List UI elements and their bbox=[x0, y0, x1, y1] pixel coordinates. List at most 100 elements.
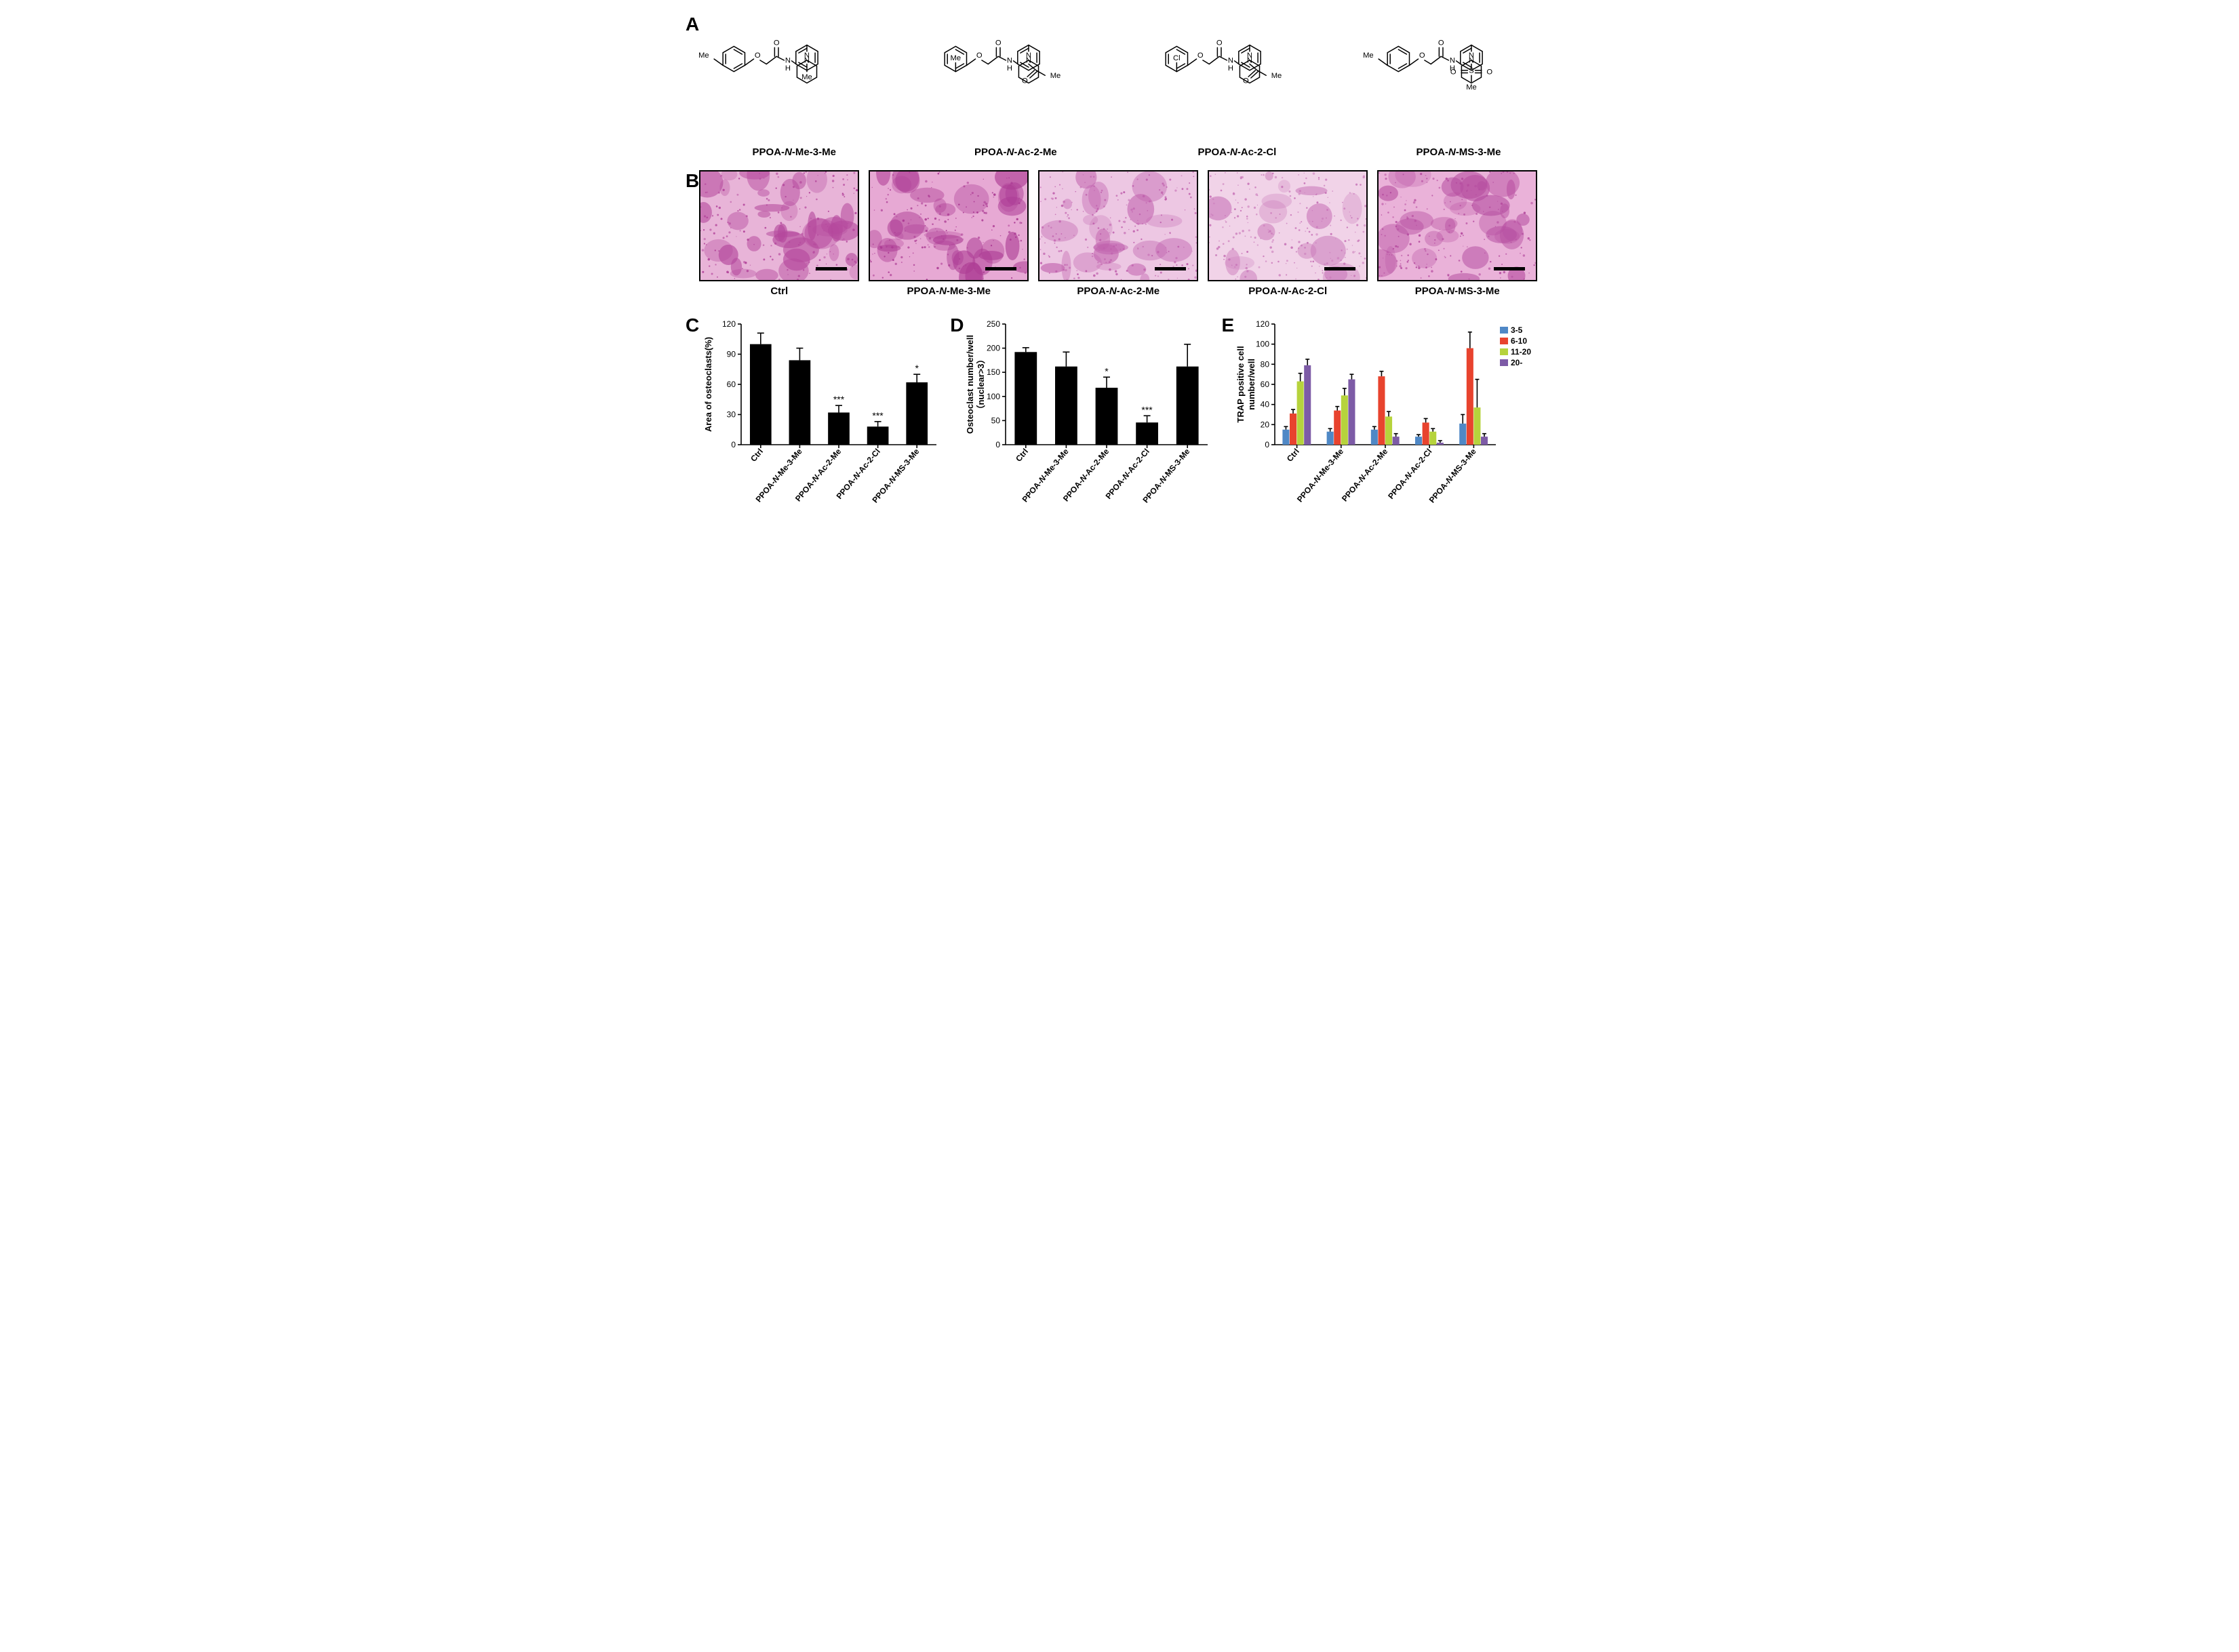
svg-text:80: 80 bbox=[1261, 359, 1270, 369]
svg-text:O: O bbox=[1197, 52, 1204, 60]
svg-text:100: 100 bbox=[987, 392, 1000, 401]
svg-text:N: N bbox=[1450, 57, 1455, 65]
scale-bar bbox=[1494, 267, 1525, 270]
chart-e: 020406080100120TRAP positive cellnumber/… bbox=[1234, 315, 1553, 538]
svg-text:Ctrl: Ctrl bbox=[1014, 447, 1031, 464]
svg-text:60: 60 bbox=[1261, 380, 1270, 389]
compound-3: MeOONHNNSOOMePPOA-N-MS-3-Me bbox=[1364, 14, 1553, 158]
svg-text:Cl: Cl bbox=[1173, 54, 1181, 62]
micrograph-2: PPOA-N-Ac-2-Me bbox=[1038, 170, 1198, 297]
svg-text:O: O bbox=[1438, 39, 1444, 47]
svg-text:PPOA-N-Me-3-Me: PPOA-N-Me-3-Me bbox=[1295, 447, 1345, 504]
scale-bar bbox=[985, 267, 1016, 270]
micrograph-label: Ctrl bbox=[770, 285, 788, 297]
svg-text:***: *** bbox=[873, 410, 884, 421]
compound-0: MeOONHNNMePPOA-N-Me-3-Me bbox=[699, 14, 889, 158]
svg-text:100: 100 bbox=[1256, 340, 1269, 349]
scale-bar bbox=[816, 267, 847, 270]
micrograph-3: PPOA-N-Ac-2-Cl bbox=[1208, 170, 1368, 297]
compound-2: ClOONHNNOMePPOA-N-Ac-2-Cl bbox=[1142, 14, 1332, 158]
panel-e: E 020406080100120TRAP positive cellnumbe… bbox=[1221, 315, 1553, 538]
micrograph-0: Ctrl bbox=[699, 170, 859, 297]
micrograph-image bbox=[1377, 170, 1537, 281]
panel-b-label: B bbox=[686, 170, 699, 192]
micrograph-image bbox=[869, 170, 1029, 281]
svg-text:Me: Me bbox=[950, 54, 961, 62]
micrograph-label: PPOA-N-Ac-2-Me bbox=[1077, 285, 1160, 297]
svg-text:O: O bbox=[1243, 77, 1249, 85]
svg-text:O: O bbox=[774, 39, 780, 47]
bottom-row: C 0306090120Area of osteoclasts(%)CtrlPP… bbox=[686, 315, 1553, 538]
micrograph-1: PPOA-N-Me-3-Me bbox=[869, 170, 1029, 297]
svg-text:Ctrl: Ctrl bbox=[749, 447, 765, 464]
chart-d: 050100150200250Osteoclast number/well（nu… bbox=[964, 315, 1214, 538]
svg-text:Osteoclast number/well: Osteoclast number/well bbox=[965, 335, 975, 434]
micrograph-image bbox=[1208, 170, 1368, 281]
svg-text:PPOA-N-Ac-2-Cl: PPOA-N-Ac-2-Cl bbox=[1386, 447, 1433, 501]
micrograph-label: PPOA-N-MS-3-Me bbox=[1415, 285, 1500, 297]
svg-text:Ctrl: Ctrl bbox=[1285, 447, 1301, 464]
svg-text:6-10: 6-10 bbox=[1511, 336, 1527, 346]
svg-text:20-: 20- bbox=[1511, 358, 1522, 367]
svg-text:20: 20 bbox=[1261, 420, 1270, 429]
svg-text:***: *** bbox=[833, 394, 845, 405]
svg-text:90: 90 bbox=[727, 350, 736, 359]
scale-bar bbox=[1155, 267, 1186, 270]
panel-d: D 050100150200250Osteoclast number/well（… bbox=[950, 315, 1214, 538]
svg-text:PPOA-N-Ac-2-Cl: PPOA-N-Ac-2-Cl bbox=[1104, 447, 1151, 501]
svg-text:Me: Me bbox=[1271, 72, 1282, 80]
svg-text:N: N bbox=[1007, 57, 1012, 65]
svg-text:Me: Me bbox=[1466, 83, 1477, 92]
svg-text:3-5: 3-5 bbox=[1511, 325, 1523, 335]
structure-svg: MeOONHNNSOOMe bbox=[1364, 14, 1553, 142]
svg-text:N: N bbox=[1228, 57, 1233, 65]
compound-name: PPOA-N-Ac-2-Me bbox=[974, 146, 1057, 158]
svg-text:200: 200 bbox=[987, 344, 1000, 353]
svg-text:O: O bbox=[1450, 68, 1457, 76]
svg-text:H: H bbox=[1007, 64, 1012, 73]
panel-b-content: Ctrl PPOA-N-Me-3-Me PPOA-N-Ac-2-Me PPOA-N-A… bbox=[699, 170, 1553, 297]
svg-text:Me: Me bbox=[1050, 72, 1061, 80]
svg-text:O: O bbox=[1216, 39, 1223, 47]
svg-text:0: 0 bbox=[996, 440, 1001, 449]
svg-text:Me: Me bbox=[801, 73, 812, 81]
structure-svg: MeOONHNNOMe bbox=[921, 14, 1111, 142]
panel-a: A MeOONHNNMePPOA-N-Me-3-MeMeOONHNNOMePPO… bbox=[686, 14, 1553, 158]
svg-text:O: O bbox=[995, 39, 1002, 47]
structure-svg: MeOONHNNMe bbox=[699, 14, 889, 142]
svg-text:0: 0 bbox=[1265, 440, 1269, 449]
chart-c: 0306090120Area of osteoclasts(%)CtrlPPOA… bbox=[699, 315, 943, 538]
panel-a-content: MeOONHNNMePPOA-N-Me-3-MeMeOONHNNOMePPOA-… bbox=[699, 14, 1553, 158]
compound-name: PPOA-N-Me-3-Me bbox=[753, 146, 836, 158]
figure: A MeOONHNNMePPOA-N-Me-3-MeMeOONHNNOMePPO… bbox=[686, 14, 1553, 538]
svg-text:30: 30 bbox=[727, 410, 736, 420]
svg-text:N: N bbox=[785, 57, 791, 65]
svg-text:11-20: 11-20 bbox=[1511, 347, 1531, 357]
svg-text:***: *** bbox=[1142, 404, 1153, 415]
panel-b: B Ctrl PPOA-N-Me-3-Me PPOA-N-Ac-2-Me PPOA-N… bbox=[686, 170, 1553, 297]
svg-text:40: 40 bbox=[1261, 400, 1270, 409]
svg-text:（nuclear>3）: （nuclear>3） bbox=[976, 355, 986, 414]
micrograph-label: PPOA-N-Ac-2-Cl bbox=[1248, 285, 1327, 297]
svg-text:H: H bbox=[1228, 64, 1233, 73]
svg-text:120: 120 bbox=[1256, 319, 1269, 329]
scale-bar bbox=[1324, 267, 1355, 270]
svg-text:number/well: number/well bbox=[1246, 359, 1256, 410]
svg-text:Me: Me bbox=[1364, 52, 1374, 60]
svg-text:0: 0 bbox=[732, 440, 736, 449]
svg-text:50: 50 bbox=[991, 416, 1001, 425]
svg-text:*: * bbox=[1105, 365, 1109, 376]
panel-d-label: D bbox=[950, 315, 964, 336]
panel-a-label: A bbox=[686, 14, 699, 35]
micrograph-image bbox=[699, 170, 859, 281]
svg-text:O: O bbox=[976, 52, 983, 60]
svg-text:*: * bbox=[915, 363, 919, 374]
svg-text:O: O bbox=[1022, 77, 1028, 85]
micrograph-label: PPOA-N-Me-3-Me bbox=[907, 285, 991, 297]
compound-name: PPOA-N-MS-3-Me bbox=[1416, 146, 1501, 158]
svg-text:PPOA-N-Ac-2-Me: PPOA-N-Ac-2-Me bbox=[1340, 447, 1390, 504]
svg-text:O: O bbox=[755, 52, 761, 60]
svg-text:250: 250 bbox=[987, 319, 1000, 329]
svg-text:H: H bbox=[785, 64, 791, 73]
micrograph-image bbox=[1038, 170, 1198, 281]
